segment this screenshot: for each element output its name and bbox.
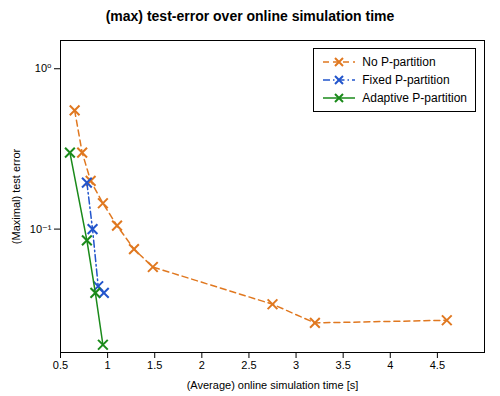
svg-text:4: 4 [387,359,393,371]
html-text:Adaptive P-partition: Adaptive P-partition [362,91,467,105]
html-text:Fixed P-partition: Fixed P-partition [362,73,450,87]
html-text:No P-partition: No P-partition [362,55,436,69]
svg-text:4.5: 4.5 [430,359,445,371]
svg-text:3.5: 3.5 [336,359,351,371]
svg-text:2: 2 [199,359,205,371]
svg-text:2.5: 2.5 [241,359,256,371]
svg-text:0.5: 0.5 [53,359,68,371]
svg-text:(Average) online simulation ti: (Average) online simulation time [s] [187,379,359,391]
svg-text:10⁻¹: 10⁻¹ [30,223,52,235]
svg-text:1: 1 [105,359,111,371]
svg-text:3: 3 [293,359,299,371]
svg-text:1.5: 1.5 [147,359,162,371]
svg-text:10⁰: 10⁰ [35,62,52,74]
html-text:(max) test-error over online s: (max) test-error over online simulation … [105,8,395,24]
svg-text:(Maximal) test error: (Maximal) test error [10,148,22,244]
